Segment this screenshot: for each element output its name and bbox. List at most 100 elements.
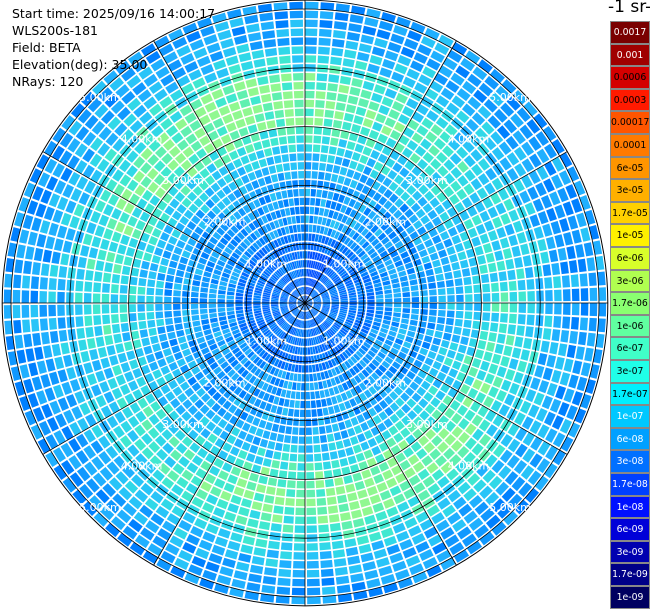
- ppi-gate-cell: [505, 258, 515, 270]
- radial-line: [304, 302, 568, 455]
- ppi-gate-cell: [351, 256, 359, 264]
- ppi-gate-cell: [368, 531, 382, 542]
- ppi-gate-cell: [90, 440, 104, 454]
- ppi-gate-cell: [383, 384, 393, 394]
- ppi-gate-cell: [176, 329, 185, 338]
- ppi-gate-cell: [504, 223, 515, 236]
- ppi-gate-cell: [138, 320, 147, 330]
- ppi-gate-cell: [240, 325, 249, 332]
- ppi-gate-cell: [346, 188, 355, 197]
- ppi-gate-cell: [202, 502, 215, 514]
- ppi-gate-cell: [299, 418, 305, 427]
- ppi-gate-cell: [408, 273, 417, 281]
- ppi-gate-cell: [222, 557, 236, 569]
- ppi-gate-cell: [259, 12, 274, 22]
- ppi-gate-cell: [328, 387, 335, 396]
- ppi-gate-cell: [97, 142, 111, 157]
- ppi-gate-cell: [411, 111, 425, 123]
- ppi-gate-cell: [265, 449, 274, 459]
- ppi-gate-cell: [459, 259, 469, 269]
- ppi-gate-cell: [404, 262, 414, 270]
- ppi-gate-cell: [189, 39, 205, 51]
- ppi-gate-cell: [199, 135, 211, 147]
- ppi-gate-cell: [557, 247, 568, 261]
- ppi-gate-cell: [128, 237, 139, 248]
- ppi-gate-cell: [344, 149, 353, 159]
- ppi-gate-cell: [394, 198, 404, 208]
- ppi-gate-cell: [359, 154, 369, 165]
- ppi-grid: [1, 0, 609, 607]
- ppi-gate-cell: [317, 515, 329, 524]
- ppi-gate-cell: [66, 366, 77, 380]
- ppi-gate-cell: [400, 46, 415, 59]
- ppi-gate-cell: [75, 292, 83, 303]
- ppi-gate-cell: [321, 322, 328, 330]
- ppi-gate-cell: [252, 330, 261, 337]
- range-ring-label: 2.00km: [365, 216, 407, 229]
- ppi-gate-cell: [30, 318, 40, 332]
- colorbar-cell: 1.7e-06: [610, 292, 650, 315]
- ppi-gate-cell: [242, 535, 256, 546]
- ppi-gate-cell: [358, 43, 372, 54]
- ppi-gate-cell: [315, 471, 324, 480]
- colorbar-title: -1 sr-: [608, 0, 650, 17]
- ppi-gate-cell: [129, 276, 138, 286]
- ppi-gate-cell: [264, 256, 272, 264]
- ppi-gate-cell: [430, 124, 443, 136]
- ppi-gate-cell: [123, 225, 134, 236]
- ppi-gate-cell: [323, 470, 333, 479]
- ppi-gate-cell: [177, 263, 187, 271]
- ppi-gate-cell: [329, 312, 337, 317]
- ppi-gate-cell: [272, 348, 279, 356]
- ppi-gate-cell: [68, 120, 83, 136]
- ppi-gate-cell: [309, 289, 315, 296]
- ppi-gate-cell: [342, 58, 355, 68]
- ppi-gate-cell: [535, 408, 548, 422]
- range-ring-label: 2.00km: [204, 376, 246, 389]
- ppi-gate-cell: [320, 199, 327, 208]
- ppi-gate-cell: [199, 168, 210, 179]
- ppi-gate-cell: [477, 59, 493, 74]
- ppi-gate-cell: [385, 298, 393, 303]
- ppi-gate-cell: [132, 368, 143, 379]
- ppi-gate-cell: [316, 336, 321, 344]
- ppi-gate-cell: [333, 336, 340, 344]
- ppi-gate-cell: [408, 247, 418, 256]
- ppi-gate-cell: [81, 91, 96, 107]
- ppi-gate-cell: [257, 390, 266, 400]
- ppi-gate-cell: [176, 44, 191, 57]
- ppi-gate-cell: [283, 362, 289, 371]
- ppi-gate-cell: [456, 88, 471, 102]
- ppi-gate-cell: [166, 513, 181, 526]
- ppi-gate-cell: [314, 390, 321, 399]
- ppi-gate-cell: [264, 403, 272, 412]
- ppi-gate-cell: [352, 324, 361, 331]
- ppi-gate-cell: [182, 315, 191, 323]
- ppi-gate-cell: [103, 367, 114, 380]
- ppi-gate-cell: [337, 285, 345, 290]
- ppi-gate-cell: [219, 566, 234, 577]
- ppi-gate-cell: [262, 308, 271, 312]
- ppi-gate-cell: [255, 265, 264, 272]
- ppi-gate-cell: [404, 517, 418, 529]
- ppi-gate-cell: [273, 358, 280, 367]
- ppi-gate-cell: [262, 258, 269, 266]
- ppi-gate-cell: [192, 350, 202, 359]
- ppi-gate-cell: [211, 402, 221, 413]
- ppi-gate-cell: [288, 462, 297, 471]
- ppi-gate-cell: [299, 251, 303, 259]
- ppi-gate-cell: [318, 524, 330, 533]
- ppi-gate-cell: [261, 351, 269, 360]
- ppi-gate-cell: [164, 310, 173, 318]
- ppi-gate-cell: [363, 379, 372, 388]
- ppi-gate-cell: [49, 330, 59, 344]
- ppi-gate-cell: [294, 99, 304, 108]
- ppi-gate-cell: [281, 265, 287, 274]
- ppi-gate-cell: [168, 145, 181, 158]
- ppi-gate-cell: [119, 384, 131, 396]
- ppi-gate-cell: [349, 303, 357, 306]
- ppi-gate-cell: [358, 347, 367, 356]
- ppi-gate-cell: [250, 256, 259, 264]
- ppi-gate-cell: [343, 237, 351, 246]
- ppi-gate-cell: [350, 573, 364, 583]
